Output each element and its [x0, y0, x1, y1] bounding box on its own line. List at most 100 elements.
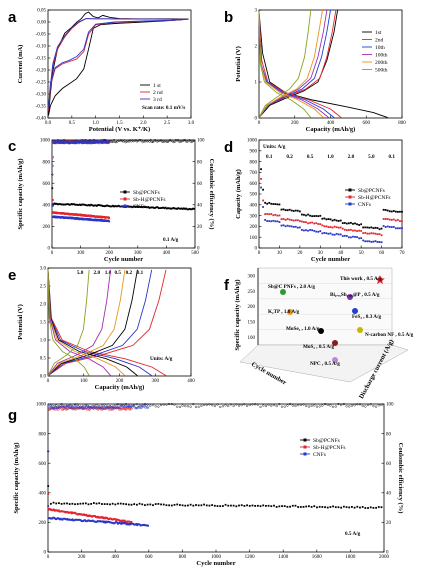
capacity-point [172, 207, 175, 209]
efficiency-point [356, 403, 359, 406]
capacity-point [71, 203, 74, 206]
efficiency-point [297, 404, 300, 407]
rate-point [268, 201, 271, 204]
rate-point [303, 229, 305, 232]
rate-point [352, 222, 354, 225]
capacity-point [137, 206, 139, 208]
rate-point [343, 222, 346, 224]
capacity-point [59, 203, 62, 205]
efficiency-point [294, 404, 297, 408]
capacity-point [89, 204, 91, 207]
capacity-point [259, 505, 262, 508]
capacity-point [157, 503, 160, 505]
rate-point [319, 230, 322, 233]
y-tick-label: 0 [255, 247, 258, 252]
capacity-point [238, 504, 240, 507]
y-tick-label: 0.00 [37, 21, 46, 26]
y-tick-label: 0.5 [40, 357, 47, 362]
capacity-point [302, 505, 305, 508]
efficiency-point [134, 139, 137, 142]
efficiency-point [280, 405, 284, 408]
capacity-point [192, 504, 195, 507]
capacity-point [95, 502, 98, 505]
efficiency-point [70, 404, 73, 407]
x-tick-label: 30 [318, 251, 324, 256]
capacity-point [203, 503, 205, 506]
capacity-point [359, 506, 361, 509]
y-tick-label: 500 [250, 193, 258, 198]
efficiency-point [286, 404, 289, 407]
rate-point [339, 226, 342, 229]
capacity-point [321, 506, 324, 508]
rate-point [378, 241, 381, 243]
capacity-point [120, 205, 122, 208]
efficiency-point [240, 404, 243, 407]
capacity-point [289, 505, 291, 508]
capacity-point [62, 203, 65, 206]
y-tick-label: 0.05 [37, 9, 46, 14]
efficiency-point [232, 404, 235, 407]
panel-a: 0.0 0.5 1.0 1.5 2.0 2.5 3.0 -0.40 -0.35 -0.30 -0.2… [8, 9, 195, 133]
x-tick-label: 600 [145, 555, 153, 560]
charge-curve-2.0 [47, 269, 112, 376]
capacity-point [60, 503, 63, 505]
capacity-point [147, 524, 150, 527]
capacity-point [305, 505, 308, 508]
rate-point [305, 229, 307, 232]
efficiency-point [111, 140, 115, 144]
efficiency-point [200, 404, 203, 407]
x-tick-label: 20 [297, 251, 303, 256]
this-work-star-marker [375, 275, 385, 284]
capacity-point [278, 505, 281, 508]
efficiency-point [318, 405, 321, 408]
efficiency-point [155, 140, 158, 143]
capacity-point [168, 504, 171, 507]
capacity-point [264, 504, 267, 507]
efficiency-point [315, 405, 319, 408]
capacity-point [84, 519, 87, 522]
rate-point [376, 227, 379, 229]
capacity-point [76, 503, 79, 505]
capacity-point [70, 203, 73, 205]
efficiency-point [127, 140, 131, 143]
rate-point [276, 214, 279, 217]
capacity-point [164, 206, 167, 209]
legend-label: Sb@PCNFs [313, 438, 340, 444]
efficiency-point [138, 139, 141, 142]
legend-marker [303, 445, 307, 449]
rate-point [301, 213, 303, 216]
x-tick-label: 1800 [345, 555, 356, 560]
efficiency-point [161, 140, 164, 143]
x-axis-label: Cycle number [311, 256, 350, 263]
efficiency-point [119, 139, 123, 142]
legend-marker [348, 202, 352, 206]
y-tick-label: 100 [248, 336, 256, 341]
capacity-point [96, 204, 98, 207]
capacity-point [227, 504, 230, 507]
capacity-point [129, 205, 131, 208]
comparison-label: NPC , 0.5 A/g [310, 361, 340, 367]
capacity-point [130, 205, 133, 208]
rate-point [366, 226, 369, 229]
rate-point [270, 213, 273, 215]
efficiency-point [139, 139, 142, 142]
rate-point [397, 210, 399, 213]
capacity-point [68, 203, 71, 206]
efficiency-point [154, 138, 157, 142]
panel-letter: g [8, 407, 17, 424]
efficiency-point [185, 140, 188, 143]
efficiency-point [176, 405, 179, 408]
rate-point [370, 226, 373, 229]
rate-point [278, 214, 281, 217]
rate-point [333, 233, 336, 236]
capacity-point [367, 507, 369, 509]
rate-point [372, 227, 375, 230]
capacity-point [372, 506, 375, 509]
efficiency-point [103, 403, 106, 406]
capacity-point [120, 523, 123, 525]
efficiency-point [321, 404, 324, 407]
rate-point [394, 219, 397, 222]
capacity-point [87, 204, 90, 206]
efficiency-point [167, 140, 171, 143]
capacity-point [98, 204, 101, 206]
